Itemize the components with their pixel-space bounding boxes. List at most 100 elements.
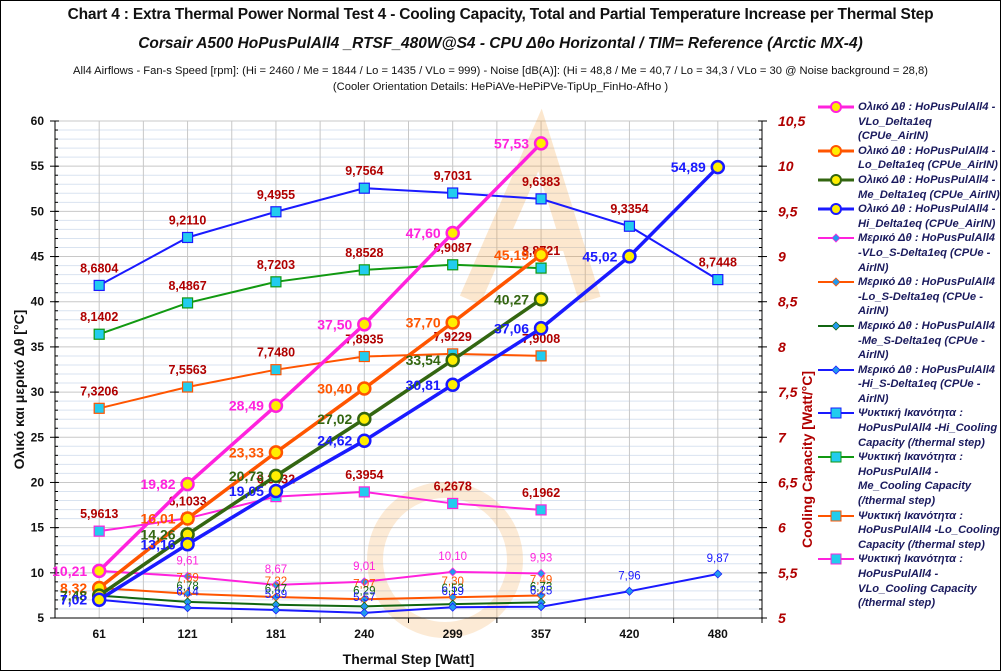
data-label: 6,2678 [434,479,472,493]
series-line [99,490,542,533]
watermark-circle [367,482,523,638]
y-tick-label: 15 [31,521,45,535]
series-line [98,297,543,598]
legend-marker-icon [818,553,854,565]
series-partial: 6,14 5,89 5,57 6,19 6,25 7,96 9,87 [94,553,729,618]
series-line [98,253,543,590]
data-marker-diamond [448,567,458,577]
data-label: 45,19 [494,247,529,263]
legend-marker-icon [818,144,854,157]
chart-title: Chart 4 : Extra Thermal Power Normal Tes… [67,6,934,23]
data-label: 6,1033 [168,494,206,508]
series-partial: 6,78 6,47 6,29 6,53 6,73 [94,581,552,611]
data-label: 37,70 [406,315,441,331]
y-tick-label: 25 [31,430,45,444]
data-label: 19,82 [141,476,176,492]
chart-subtitle: Corsair A500 HoPusPulAll4 _RTSF_480W@S4 … [138,35,863,52]
data-marker-circle [533,321,549,336]
series-total: 8,32 16,01 23,33 30,40 37,70 45,19 [60,247,549,596]
data-label: 28,49 [229,398,264,414]
data-marker-circle [445,225,460,241]
data-label: 8,7203 [257,258,295,272]
data-label: 19,05 [229,483,264,499]
data-label: 8,6804 [80,261,118,275]
y-tick-label: 30 [31,385,45,399]
legend-label: Ψυκτική Ικανότητα : HoPusPulAll4 -Hi_Coo… [858,407,998,449]
legend-item: Μερικό Δθ : HoPusPulAll4 -Lo_S-Delta1eq … [818,275,1000,319]
data-marker-square [623,220,636,232]
data-label: 27,02 [317,411,352,427]
data-label: 7,30 [441,576,463,588]
legend-item: Ψυκτική Ικανότητα : HoPusPulAll4 -VLo_Co… [818,552,1000,610]
legend-marker-icon [818,365,854,375]
data-marker-diamond [536,602,546,612]
y2-tick-label: 7 [778,429,787,445]
data-label: 7,48 [60,588,87,604]
data-marker-square [93,525,105,537]
data-label: 8,8528 [345,246,383,260]
data-marker-square [535,262,547,274]
chart-info-line-2: (Cooler Orientation Details: HePiAVe-HeP… [332,81,669,93]
y2-tick-label: 5 [778,610,786,626]
data-label: 40,27 [494,291,529,307]
data-label: 9,3354 [610,202,648,216]
y2-tick-label: 8 [778,339,786,355]
data-label: 9,93 [530,552,552,564]
y-tick-label: 5 [37,611,44,625]
data-label: 7,32 [265,576,287,588]
data-label: 8,67 [265,564,287,576]
y2-tick-label: 7,5 [778,384,798,400]
data-marker-circle [91,563,107,579]
data-marker-circle [533,136,549,151]
legend-item: Ψυκτική Ικανότητα : HoPusPulAll4 -Lo_Coo… [818,509,1000,553]
data-label: 6,25 [530,586,552,598]
chart-info-line-1: All4 Airflows - Fan-s Speed [rpm]: (Hi =… [73,65,928,77]
data-marker-circle [357,433,372,448]
series-line [99,573,719,614]
data-marker-square [181,231,194,244]
axes: 5 10 15 20 25 30 35 40 45 50 55 60 5 5,5 6 6,5 7 7,5 8 8,5 9… [11,113,815,667]
legend-item: Ολικό Δθ : HoPusPulAll4 - VLo_Delta1eq (… [818,100,1000,144]
data-label: 47,60 [406,225,441,241]
data-marker-diamond [448,602,458,612]
data-marker-circle [533,247,549,263]
legend-label: Ολικό Δθ : HoPusPulAll4 - Lo_Delta1eq (C… [858,144,998,172]
legend-marker-icon [818,173,854,186]
data-marker-diamond [624,586,635,596]
data-label: 16,01 [141,511,176,527]
y2-tick-label: 6 [778,520,786,536]
data-marker-square [447,187,459,199]
legend-marker-icon [818,321,854,331]
data-marker-square [270,206,282,218]
data-label: 6,1962 [522,486,560,500]
y-tick-label: 40 [31,295,45,309]
x-tick-label: 61 [93,627,107,641]
data-marker-circle [91,592,107,607]
data-marker-circle [710,159,726,175]
data-marker-square [358,486,370,498]
legend-item: Μερικό Δθ : HoPusPulAll4 -Hi_S-Delta1eq … [818,363,1000,407]
x-tick-label: 121 [178,627,198,641]
data-marker-square [270,276,282,288]
legend-label: Μερικό Δθ : HoPusPulAll4 -Hi_S-Delta1eq … [858,363,996,405]
data-marker-square [181,297,194,309]
x-axis-title: Thermal Step [Watt] [343,651,475,667]
data-label: 20,73 [229,468,264,484]
legend-label: Μερικό Δθ : HoPusPulAll4 -Me_S-Delta1eq … [858,319,996,362]
y-axis-title: Ολικό και μερικό Δθ [°C] [11,310,27,470]
data-label: 13,16 [141,536,176,552]
data-label: 6,53 [441,583,463,595]
data-label: 7,7480 [257,346,295,360]
data-label: 7,02 [60,592,87,608]
data-marker-square [535,504,547,516]
series-capacity: 8,6804 9,2110 9,4955 9,7564 9,7031 9,6383 9,33… [80,164,737,292]
data-marker-circle [268,445,284,460]
legend-marker-icon [818,407,854,419]
x-tick-label: 299 [443,627,463,641]
legend-label: Ψυκτική Ικανότητα : HoPusPulAll4 -VLo_Co… [858,553,977,610]
data-marker-circle [180,476,195,492]
series-line [98,165,720,602]
series-line [99,587,542,601]
legend-marker-icon [818,510,854,522]
